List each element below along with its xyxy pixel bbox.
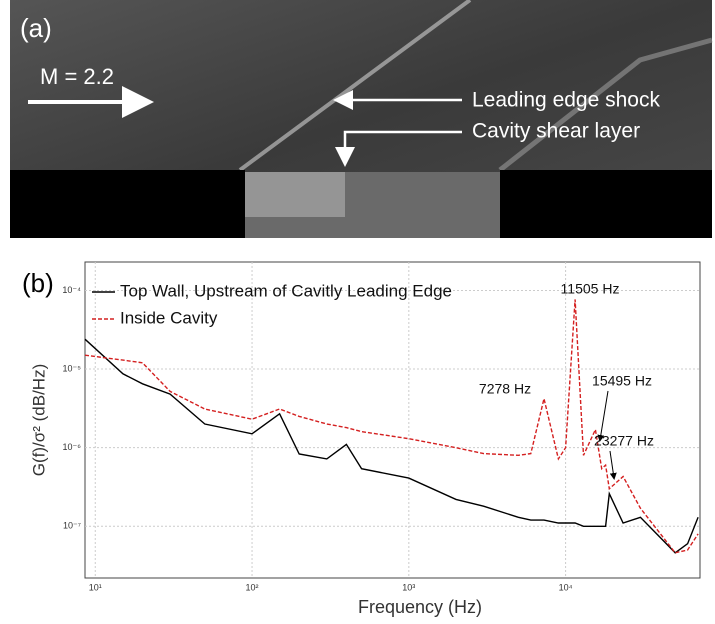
legend-label: Inside Cavity [120, 308, 218, 327]
panel-label: (b) [22, 268, 54, 298]
x-tick-label: 10³ [402, 582, 415, 592]
schlieren-image: (a) M = 2.2 Leading edge shock Cavity sh… [10, 0, 713, 238]
wall [10, 170, 245, 238]
cavity-glow [245, 172, 345, 217]
x-axis-label: Frequency (Hz) [358, 597, 482, 617]
series-line [84, 299, 699, 554]
annotation-arrow [609, 450, 617, 480]
annotation: 15495 Hz [592, 373, 652, 389]
panel-label: (a) [20, 13, 52, 43]
x-tick-label: 10⁴ [559, 582, 573, 592]
y-tick-label: 10⁻⁵ [63, 363, 82, 373]
shock-line [238, 0, 472, 172]
mach-label: M = 2.2 [40, 64, 114, 89]
y-axis-label: G(f)/σ² (dB/Hz) [29, 364, 48, 476]
wall [500, 170, 712, 238]
shock-label: Leading edge shock [472, 89, 660, 112]
series-line [84, 338, 699, 554]
legend-label: Top Wall, Upstream of Cavitly Leading Ed… [120, 281, 452, 300]
annotation: 11505 Hz [561, 281, 620, 297]
plot-frame [84, 261, 701, 579]
x-tick-label: 10² [246, 582, 259, 592]
annotation: 23277 Hz [594, 433, 654, 449]
y-tick-label: 10⁻⁶ [63, 442, 82, 452]
shear-label: Cavity shear layer [472, 120, 640, 143]
annotation: 7278 Hz [479, 381, 531, 397]
y-tick-label: 10⁻⁷ [63, 521, 81, 531]
x-tick-label: 10¹ [89, 582, 102, 592]
shock-line [498, 37, 713, 172]
y-tick-label: 10⁻⁴ [62, 285, 81, 295]
annotation-arrow [597, 390, 609, 442]
shear-arrow [335, 130, 462, 167]
